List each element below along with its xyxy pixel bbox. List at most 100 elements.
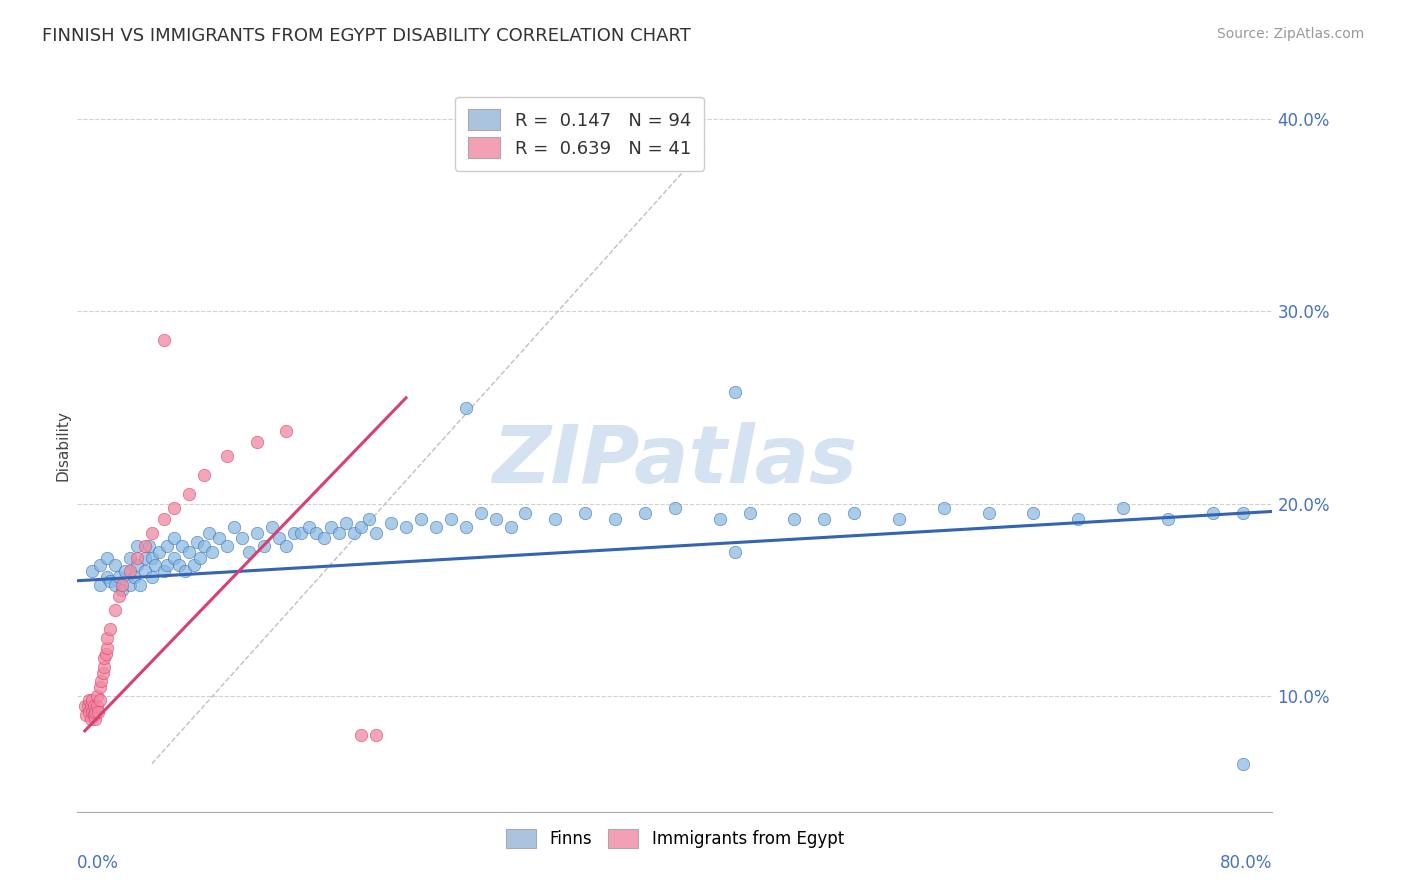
Point [499, 520, 522, 534]
Point [122, 570, 145, 584]
Point [96, 570, 118, 584]
Point [84, 705, 107, 719]
Point [350, 728, 373, 742]
Legend: Finns, Immigrants from Egypt: Finns, Immigrants from Egypt [499, 822, 851, 855]
Point [260, 520, 283, 534]
Point [208, 532, 231, 546]
Point [96, 641, 118, 656]
Point [156, 558, 179, 573]
Point [118, 577, 141, 591]
Point [174, 564, 197, 578]
Point [141, 550, 163, 565]
Point [163, 500, 186, 515]
Text: Source: ZipAtlas.com: Source: ZipAtlas.com [1216, 27, 1364, 41]
Point [350, 520, 373, 534]
Point [134, 539, 156, 553]
Point [357, 512, 380, 526]
Point [83, 708, 105, 723]
Point [515, 507, 537, 521]
Point [224, 520, 246, 534]
Point [79, 693, 101, 707]
Point [179, 487, 201, 501]
Point [73, 698, 96, 713]
Point [544, 512, 567, 526]
Point [454, 520, 477, 534]
Point [86, 698, 108, 713]
Point [1232, 507, 1254, 521]
Point [86, 690, 108, 704]
Point [167, 558, 190, 573]
Point [129, 577, 152, 591]
Text: 0.0%: 0.0% [77, 854, 120, 872]
Point [141, 570, 163, 584]
Point [215, 539, 238, 553]
Point [153, 564, 176, 578]
Point [328, 525, 350, 540]
Point [76, 698, 98, 713]
Point [1067, 512, 1090, 526]
Point [108, 570, 131, 584]
Point [153, 512, 176, 526]
Point [183, 558, 205, 573]
Point [98, 622, 121, 636]
Point [118, 550, 141, 565]
Point [887, 512, 910, 526]
Point [111, 583, 134, 598]
Point [96, 632, 118, 646]
Point [253, 539, 276, 553]
Point [724, 545, 747, 559]
Point [283, 525, 305, 540]
Point [83, 698, 105, 713]
Point [298, 520, 321, 534]
Point [276, 539, 298, 553]
Point [470, 507, 492, 521]
Point [148, 545, 170, 559]
Point [724, 385, 747, 400]
Point [89, 693, 111, 707]
Point [664, 500, 686, 515]
Point [96, 550, 118, 565]
Point [574, 507, 596, 521]
Point [409, 512, 432, 526]
Point [1202, 507, 1225, 521]
Point [79, 705, 101, 719]
Text: ZIPatlas: ZIPatlas [492, 422, 858, 500]
Point [231, 532, 253, 546]
Point [156, 539, 179, 553]
Point [932, 500, 955, 515]
Point [454, 401, 477, 415]
Point [82, 564, 104, 578]
Point [104, 577, 127, 591]
Point [111, 577, 134, 591]
Point [215, 449, 238, 463]
Point [163, 550, 186, 565]
Point [380, 516, 402, 530]
Point [118, 564, 141, 578]
Point [108, 589, 131, 603]
Point [179, 545, 201, 559]
Point [104, 558, 127, 573]
Point [335, 516, 357, 530]
Point [153, 333, 176, 347]
Point [1022, 507, 1045, 521]
Point [844, 507, 866, 521]
Point [89, 577, 111, 591]
Y-axis label: Disability: Disability [55, 410, 70, 482]
Point [91, 666, 114, 681]
Point [276, 424, 298, 438]
Text: 80.0%: 80.0% [1220, 854, 1272, 872]
Point [290, 525, 312, 540]
Point [634, 507, 657, 521]
Point [93, 660, 115, 674]
Point [84, 712, 107, 726]
Point [813, 512, 835, 526]
Point [605, 512, 627, 526]
Point [246, 435, 269, 450]
Point [82, 705, 104, 719]
Point [114, 564, 136, 578]
Point [93, 650, 115, 665]
Point [193, 467, 215, 482]
Point [485, 512, 508, 526]
Point [709, 512, 731, 526]
Point [90, 673, 112, 688]
